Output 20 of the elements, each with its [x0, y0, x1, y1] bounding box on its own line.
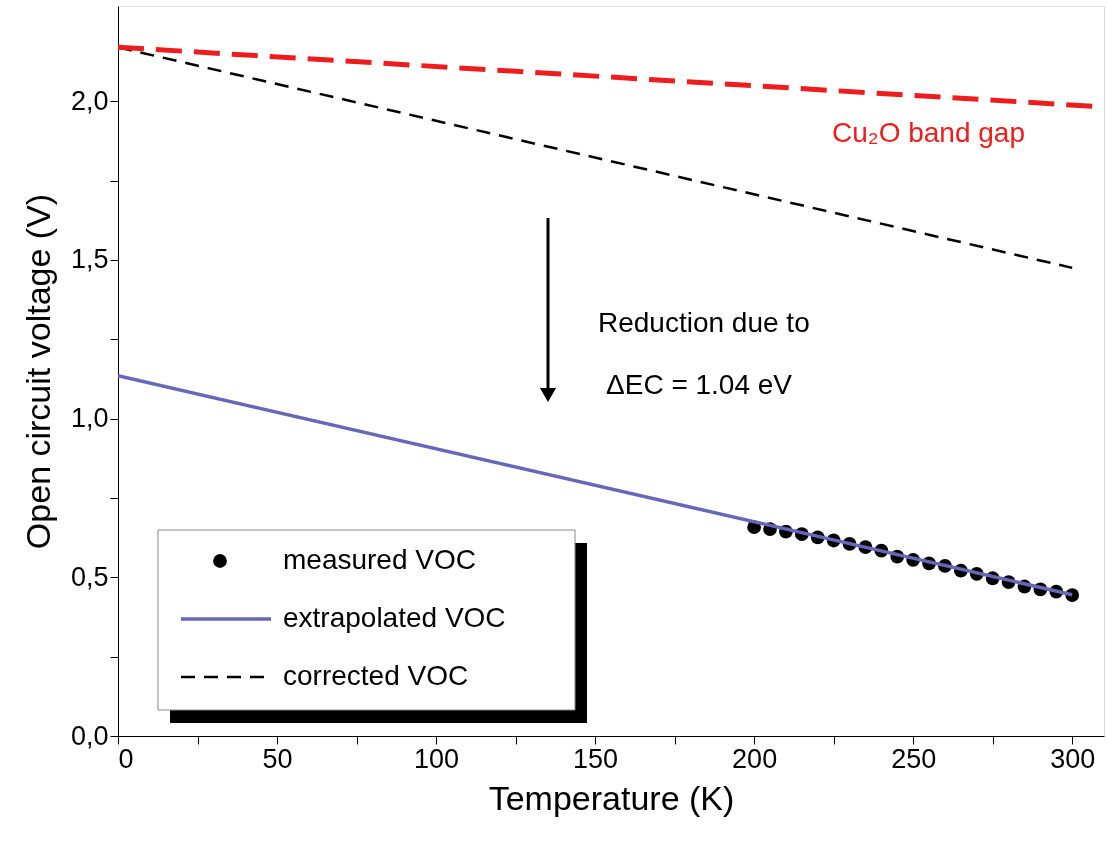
x-tick-label: 0 — [118, 743, 134, 774]
y-tick-label: 0,5 — [70, 561, 109, 592]
y-tick-label: 1,5 — [70, 244, 109, 275]
y-tick-label: 0,0 — [70, 720, 109, 751]
series-label: Cu₂O band gap — [831, 117, 1025, 148]
y-axis-title: Open circuit voltage (V) — [18, 193, 57, 550]
x-tick-label: 200 — [732, 743, 778, 774]
x-tick-label: 150 — [573, 743, 619, 774]
y-tick-label: 2,0 — [70, 85, 109, 116]
annotation: Reduction due to — [598, 307, 810, 338]
x-tick-label: 100 — [414, 743, 460, 774]
x-tick-label: 300 — [1050, 743, 1096, 774]
y-tick-label: 1,0 — [70, 403, 109, 434]
legend-label: corrected VOC — [283, 660, 469, 691]
legend-label: measured VOC — [283, 544, 476, 575]
x-axis-title: Temperature (K) — [488, 778, 735, 817]
legend-label: extrapolated VOC — [283, 602, 506, 633]
x-tick-label: 250 — [891, 743, 937, 774]
annotation: ΔEC = 1.04 eV — [606, 369, 793, 400]
x-tick-label: 50 — [262, 743, 293, 774]
